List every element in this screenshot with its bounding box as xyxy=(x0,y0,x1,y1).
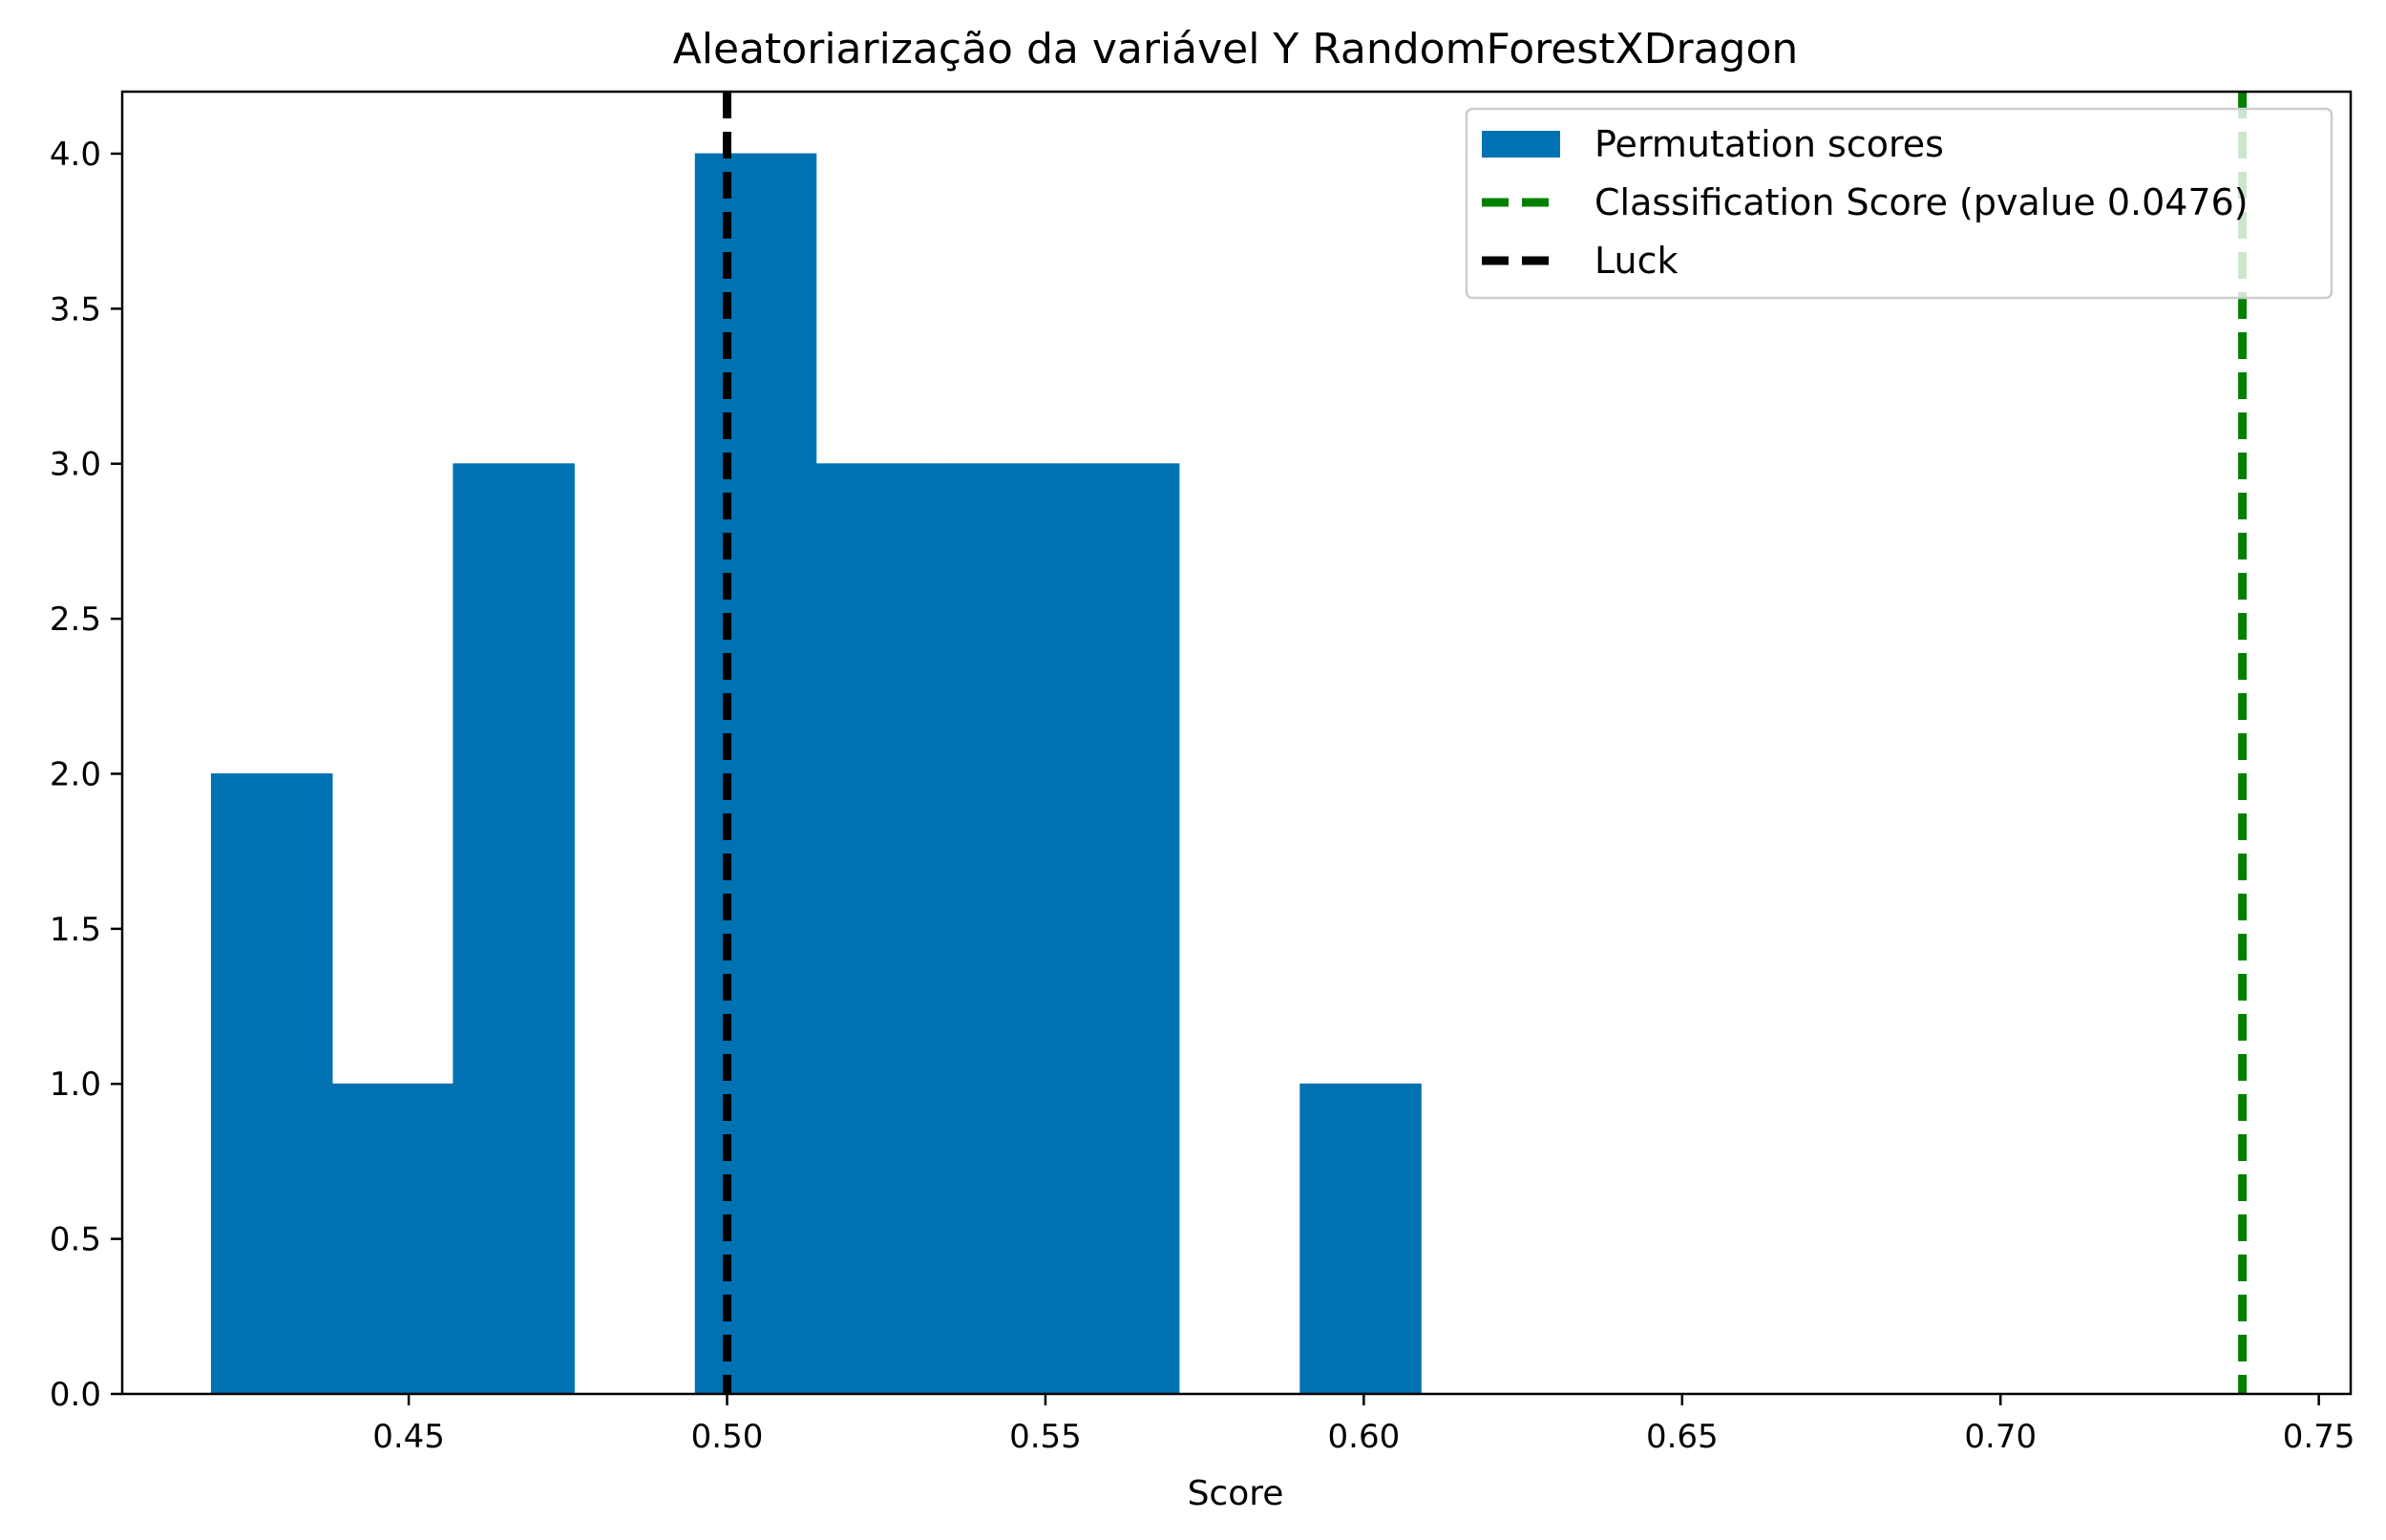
x-tick-label: 0.45 xyxy=(372,1418,445,1456)
histogram-bar xyxy=(453,463,575,1395)
x-axis-label: Score xyxy=(1188,1474,1284,1513)
chart-title: Aleatoriarização da variável Y RandomFor… xyxy=(673,25,1799,74)
legend-label: Classification Score (pvalue 0.0476) xyxy=(1594,181,2249,223)
y-tick-label: 1.5 xyxy=(50,911,101,949)
legend-entry-classification-score: Classification Score (pvalue 0.0476) xyxy=(1482,181,2249,223)
legend-entry-luck: Luck xyxy=(1482,240,1679,282)
bars-layer xyxy=(210,153,1422,1395)
x-axis-ticks: 0.45 0.50 0.55 0.60 0.65 0.70 0.75 xyxy=(372,1394,2355,1456)
histogram-bar xyxy=(210,773,333,1395)
histogram-bar xyxy=(331,1083,454,1395)
x-tick-label: 0.50 xyxy=(691,1418,764,1456)
legend-label: Permutation scores xyxy=(1594,123,1944,165)
histogram-bar xyxy=(1057,463,1180,1395)
y-tick-label: 1.0 xyxy=(50,1065,101,1104)
legend-entry-permutation-scores: Permutation scores xyxy=(1482,123,1944,165)
x-tick-label: 0.55 xyxy=(1009,1418,1082,1456)
y-tick-label: 4.0 xyxy=(50,136,101,174)
histogram-bar xyxy=(694,153,817,1395)
y-tick-label: 0.0 xyxy=(50,1376,101,1414)
legend-box xyxy=(1465,107,2333,300)
y-tick-label: 3.0 xyxy=(50,446,101,484)
histogram-bar xyxy=(937,463,1059,1395)
histogram-bar xyxy=(815,463,938,1395)
histogram-bar xyxy=(1299,1083,1422,1395)
legend: Permutation scores Classification Score (… xyxy=(1465,107,2333,300)
x-tick-label: 0.60 xyxy=(1328,1418,1401,1456)
x-tick-label: 0.70 xyxy=(1964,1418,2037,1456)
legend-swatch xyxy=(1482,131,1560,158)
x-tick-label: 0.65 xyxy=(1646,1418,1719,1456)
plot-frame xyxy=(120,90,2353,1396)
y-axis-ticks: 0.0 0.5 1.0 1.5 2.0 2.5 3.0 3.5 4.0 xyxy=(50,136,122,1414)
legend-label: Luck xyxy=(1594,240,1679,282)
y-tick-label: 0.5 xyxy=(50,1221,101,1259)
y-tick-label: 2.0 xyxy=(50,755,101,793)
y-tick-label: 2.5 xyxy=(50,601,101,639)
y-tick-label: 3.5 xyxy=(50,290,101,328)
reference-lines-layer xyxy=(723,92,2248,1394)
x-tick-label: 0.75 xyxy=(2283,1418,2355,1456)
